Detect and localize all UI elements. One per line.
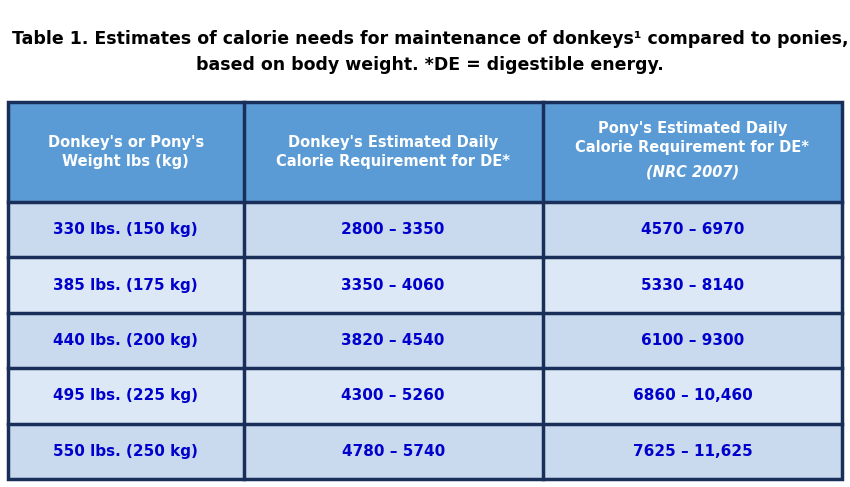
- Text: 495 lbs. (225 kg): 495 lbs. (225 kg): [54, 389, 198, 403]
- Bar: [243, 424, 543, 479]
- Text: 440 lbs. (200 kg): 440 lbs. (200 kg): [54, 333, 198, 348]
- Bar: [543, 424, 842, 479]
- Text: 5330 – 8140: 5330 – 8140: [641, 278, 744, 293]
- Bar: [8, 102, 243, 202]
- Bar: [243, 368, 543, 424]
- Text: 330 lbs. (150 kg): 330 lbs. (150 kg): [54, 222, 198, 237]
- Bar: [8, 102, 842, 479]
- Bar: [8, 313, 243, 368]
- Text: 4300 – 5260: 4300 – 5260: [342, 389, 445, 403]
- Bar: [243, 202, 543, 258]
- Text: Donkey's or Pony's
Weight lbs (kg): Donkey's or Pony's Weight lbs (kg): [48, 135, 204, 169]
- Text: 550 lbs. (250 kg): 550 lbs. (250 kg): [54, 444, 198, 459]
- Bar: [543, 368, 842, 424]
- Text: 4780 – 5740: 4780 – 5740: [342, 444, 445, 459]
- Bar: [243, 313, 543, 368]
- Bar: [543, 102, 842, 202]
- Bar: [543, 258, 842, 313]
- Text: 6100 – 9300: 6100 – 9300: [641, 333, 744, 348]
- Text: 3820 – 4540: 3820 – 4540: [342, 333, 445, 348]
- Text: Pony's Estimated Daily
Calorie Requirement for DE*: Pony's Estimated Daily Calorie Requireme…: [575, 121, 809, 155]
- Text: 6860 – 10,460: 6860 – 10,460: [632, 389, 752, 403]
- Bar: [8, 424, 243, 479]
- Bar: [543, 202, 842, 258]
- Bar: [8, 202, 243, 258]
- Text: Table 1. Estimates of calorie needs for maintenance of donkeys¹ compared to poni: Table 1. Estimates of calorie needs for …: [12, 30, 848, 74]
- Text: 2800 – 3350: 2800 – 3350: [342, 222, 445, 237]
- Text: 3350 – 4060: 3350 – 4060: [342, 278, 445, 293]
- Text: 7625 – 11,625: 7625 – 11,625: [632, 444, 752, 459]
- Bar: [8, 368, 243, 424]
- Text: Donkey's Estimated Daily
Calorie Requirement for DE*: Donkey's Estimated Daily Calorie Require…: [276, 135, 510, 169]
- Bar: [243, 102, 543, 202]
- Bar: [8, 258, 243, 313]
- Text: 4570 – 6970: 4570 – 6970: [641, 222, 744, 237]
- Bar: [243, 258, 543, 313]
- Text: 385 lbs. (175 kg): 385 lbs. (175 kg): [54, 278, 198, 293]
- Text: (NRC 2007): (NRC 2007): [646, 165, 739, 180]
- Bar: [543, 313, 842, 368]
